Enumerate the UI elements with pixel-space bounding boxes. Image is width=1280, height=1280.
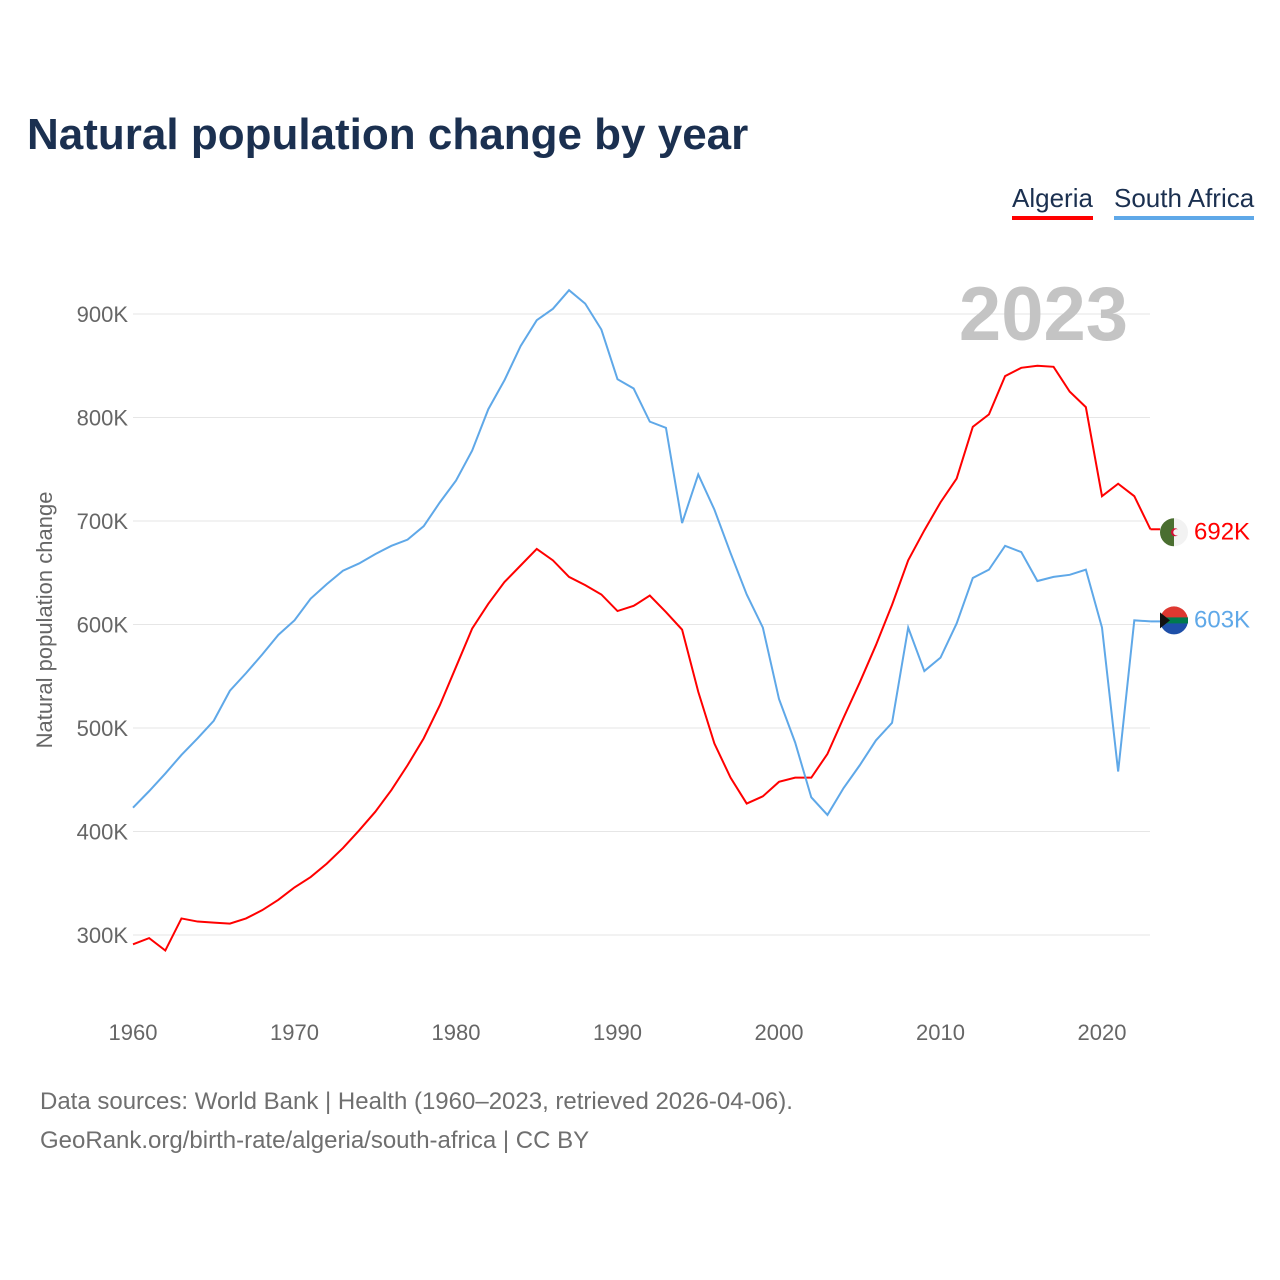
algeria-flag-green	[1160, 518, 1174, 547]
series-line-algeria	[132, 364, 1152, 953]
legend-algeria[interactable]: Algeria	[1012, 183, 1093, 220]
x-tick-label: 2000	[755, 1020, 804, 1045]
y-tick-label: 700K	[77, 509, 129, 534]
y-tick-label: 600K	[77, 613, 129, 638]
sa-flag-triangle	[1160, 612, 1170, 629]
x-tick-label: 1990	[593, 1020, 642, 1045]
y-tick-label: 400K	[77, 820, 129, 845]
x-tick-label: 2010	[916, 1020, 965, 1045]
y-tick-label: 900K	[77, 302, 129, 327]
year-label: 2023	[959, 272, 1128, 357]
sa-flag-red	[1160, 606, 1188, 621]
x-tick-label: 1980	[432, 1020, 481, 1045]
y-tick-label: 500K	[77, 716, 129, 741]
end-value-label: 692K	[1194, 518, 1250, 545]
sa-flag-green	[1162, 617, 1188, 624]
x-tick-label: 2020	[1078, 1020, 1127, 1045]
source-link[interactable]: GeoRank.org/birth-rate/algeria/south-afr…	[40, 1127, 590, 1154]
y-tick-label: 800K	[77, 406, 129, 431]
end-value-label: 603K	[1194, 606, 1250, 633]
page-title: Natural population change by year	[27, 110, 749, 159]
legend-south-africa[interactable]: South Africa	[1114, 183, 1255, 220]
series-line-south-africa	[132, 288, 1151, 817]
y-axis-label: Natural population change	[32, 492, 57, 749]
x-tick-label: 1960	[109, 1020, 158, 1045]
y-tick-label: 300K	[77, 923, 129, 948]
sa-flag-blue	[1160, 620, 1188, 635]
x-tick-label: 1970	[270, 1020, 319, 1045]
algeria-crescent-cut	[1173, 529, 1180, 536]
data-source: Data sources: World Bank | Health (1960–…	[40, 1088, 793, 1115]
